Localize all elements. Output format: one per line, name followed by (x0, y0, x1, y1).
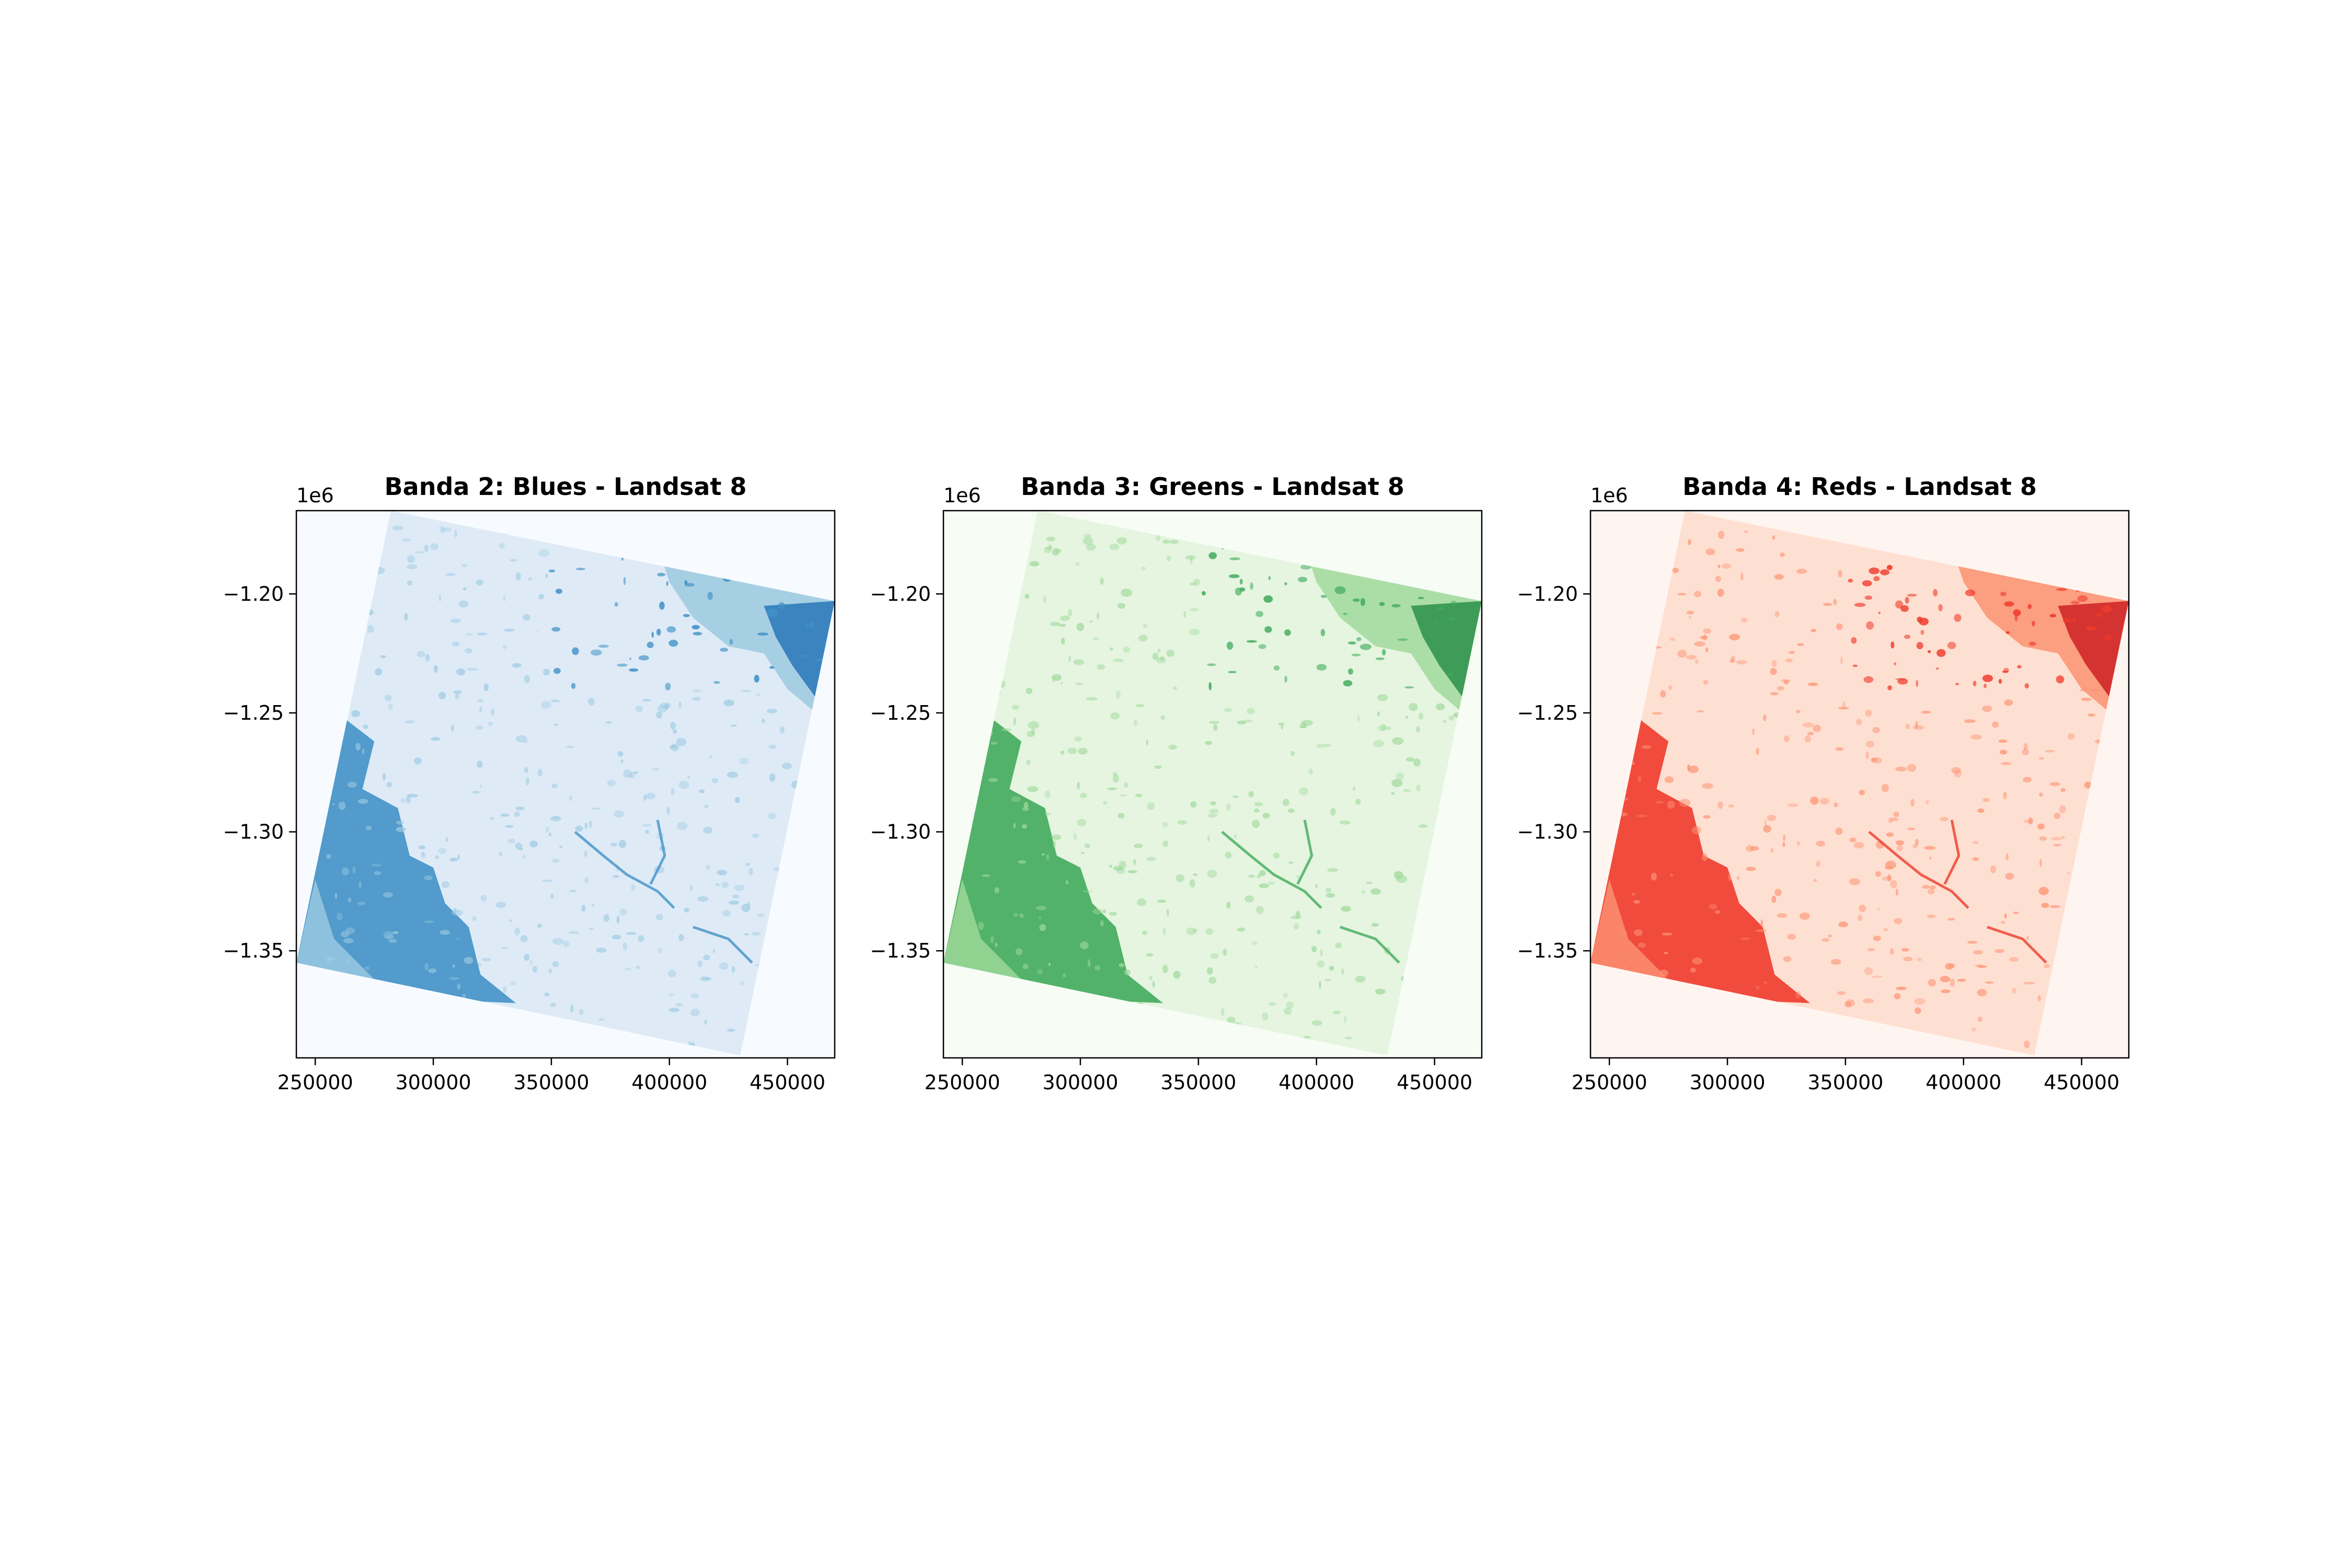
y-offset-label: 1e6 (1590, 484, 1628, 507)
y-tick-label: −1.30 (223, 821, 284, 844)
x-tick-label: 250000 (278, 1071, 353, 1094)
raster-image (296, 511, 835, 1056)
x-tick-label: 300000 (1042, 1071, 1118, 1094)
terrain-ridge-northeast (2058, 601, 2129, 701)
y-tick-label: −1.25 (223, 701, 284, 724)
river-channel (1340, 926, 1400, 964)
terrain-highland-southwest (943, 718, 1163, 1004)
y-tick-label: −1.35 (870, 939, 931, 962)
x-tick-label: 450000 (750, 1071, 825, 1094)
river-channel (1868, 831, 1969, 909)
x-tick-label: 350000 (513, 1071, 589, 1094)
river-channel (649, 820, 666, 885)
river-channel (574, 831, 675, 909)
y-offset-label: 1e6 (296, 484, 334, 507)
y-tick-label: −1.30 (1517, 821, 1578, 844)
y-tick-label: −1.20 (870, 582, 931, 605)
raster-image (1590, 511, 2129, 1056)
river-channel (1987, 926, 2047, 964)
axes-frame (295, 510, 836, 1059)
panel-2: 250000 300000 350000 400000 450000 −1.20 −1.25… (870, 472, 1483, 1094)
y-tick-label: −1.30 (870, 821, 931, 844)
y-tick-label: −1.35 (1517, 939, 1578, 962)
x-tick-label: 250000 (1572, 1071, 1647, 1094)
panel-1: 250000 300000 350000 400000 450000 −1.20 −1.25… (223, 472, 836, 1094)
x-tick-label: 450000 (2044, 1071, 2119, 1094)
terrain-highland-southwest (296, 718, 516, 1004)
y-tick-label: −1.25 (870, 701, 931, 724)
x-tick-label: 350000 (1160, 1071, 1236, 1094)
terrain-ridge-northeast (1411, 601, 1482, 701)
x-tick-label: 300000 (395, 1071, 471, 1094)
y-tick-label: −1.20 (1517, 582, 1578, 605)
y-tick-label: −1.35 (223, 939, 284, 962)
x-tick-label: 400000 (1926, 1071, 2001, 1094)
raster-image (943, 511, 1482, 1056)
river-channel (1221, 831, 1322, 909)
x-tick-label: 350000 (1807, 1071, 1883, 1094)
terrain-ridge-northeast (764, 601, 835, 701)
terrain-valley-southwest (1590, 879, 1669, 979)
y-tick-label: −1.25 (1517, 701, 1578, 724)
river-channel (1943, 820, 1961, 885)
y-offset-label: 1e6 (943, 484, 981, 507)
terrain-valley-southwest (943, 879, 1022, 979)
axes-frame (1589, 510, 2130, 1059)
x-tick-label: 300000 (1689, 1071, 1765, 1094)
x-tick-label: 400000 (631, 1071, 707, 1094)
y-tick-label: −1.20 (223, 582, 284, 605)
panel-title: Banda 3: Greens - Landsat 8 (1021, 472, 1404, 501)
river-channel (693, 926, 753, 964)
river-channel (1296, 820, 1313, 885)
axes-frame (942, 510, 1483, 1059)
x-tick-label: 250000 (925, 1071, 1000, 1094)
terrain-highland-southwest (1590, 718, 1811, 1004)
x-tick-label: 400000 (1278, 1071, 1354, 1094)
panel-3: 250000 300000 350000 400000 450000 −1.20 −1.25… (1517, 472, 2130, 1094)
panel-title: Banda 4: Reds - Landsat 8 (1682, 472, 2037, 501)
panels: 250000 300000 350000 400000 450000 −1.20 −1.25… (223, 472, 2130, 1094)
panel-title: Banda 2: Blues - Landsat 8 (385, 472, 747, 501)
x-tick-label: 450000 (1397, 1071, 1472, 1094)
terrain-valley-southwest (296, 879, 375, 979)
